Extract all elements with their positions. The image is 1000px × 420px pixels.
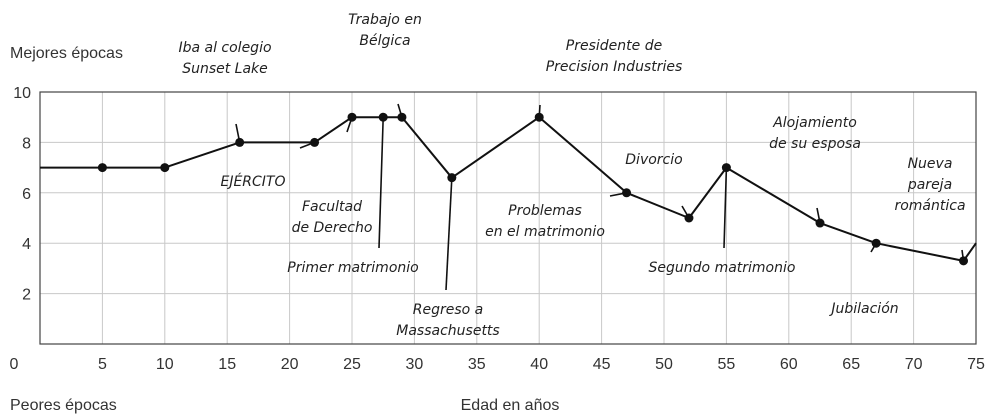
x-tick-label: 60 (780, 356, 798, 373)
annotation-line: EJÉRCITO (220, 173, 285, 190)
annotation-label: Regreso a Massachusetts (396, 302, 499, 339)
x-tick-label: 55 (718, 356, 736, 373)
data-point (97, 163, 107, 173)
plot-frame (39, 91, 977, 345)
annotation-label: Alojamiento de su esposa (769, 115, 861, 152)
annotation-leader (538, 104, 541, 118)
annotation-line: Alojamiento (772, 115, 857, 131)
annotation-leader (445, 177, 453, 291)
x-tick-label: 10 (156, 356, 174, 373)
top-label: Mejores épocas (10, 45, 123, 62)
x-axis-label: Edad en años (461, 397, 560, 414)
bottom-label: Peores épocas (10, 397, 117, 414)
annotation-leader (397, 103, 403, 118)
x-tick-label: 0 (10, 356, 19, 373)
annotation-leader (299, 141, 315, 149)
annotation-line: Primer matrimonio (287, 260, 418, 276)
x-tick-label: 25 (343, 356, 361, 373)
annotation-line: de Derecho (292, 220, 373, 236)
x-tick-label: 20 (281, 356, 299, 373)
grid (39, 91, 977, 345)
y-tick-label: 10 (13, 85, 31, 102)
annotation-line: Massachusetts (396, 323, 499, 339)
y-tick-label: 6 (22, 186, 31, 203)
annotation-label: Presidente de Precision Industries (546, 38, 683, 75)
annotation-leader (681, 205, 690, 219)
annotation-label: Segundo matrimonio (649, 260, 796, 276)
annotation-line: Divorcio (625, 152, 682, 168)
annotation-line: pareja (907, 177, 952, 193)
annotation-label: Jubilación (828, 301, 898, 317)
data-point (160, 163, 170, 173)
x-tick-label: 30 (406, 356, 424, 373)
y-tick-label: 4 (22, 236, 31, 253)
annotation-label: Divorcio (625, 152, 682, 168)
annotation-leader (609, 192, 627, 197)
annotation-leaders (235, 103, 965, 291)
annotation-line: Sunset Lake (182, 61, 268, 77)
annotation-leader (961, 249, 965, 261)
x-tick-label: 15 (218, 356, 236, 373)
x-tick-label: 45 (593, 356, 611, 373)
annotation-leader (346, 116, 353, 133)
x-tick-label: 35 (468, 356, 486, 373)
annotation-label: Nueva pareja romántica (894, 156, 965, 214)
annotation-leader (723, 167, 728, 249)
x-tick-label: 65 (842, 356, 860, 373)
annotation-line: Problemas (508, 203, 582, 219)
annotation-leader (870, 242, 877, 253)
annotation-label: Primer matrimonio (287, 260, 418, 276)
tick-labels: 0 5 10 15 20 25 30 35 40 45 50 55 60 65 70 75 2 4 6 8 10 (10, 85, 985, 373)
annotation-label: Iba al colegio Sunset Lake (178, 40, 271, 77)
annotation-label: Trabajo en Bélgica (348, 12, 422, 49)
annotation-line: de su esposa (769, 136, 861, 152)
x-tick-label: 40 (530, 356, 548, 373)
y-tick-label: 8 (22, 135, 31, 152)
x-tick-label: 50 (655, 356, 673, 373)
annotation-line: romántica (894, 198, 965, 214)
y-tick-label: 2 (22, 287, 31, 304)
annotation-line: Facultad (302, 199, 362, 215)
annotation-leader (378, 117, 384, 249)
annotation-label: Problemas en el matrimonio (485, 203, 605, 240)
annotation-label: EJÉRCITO (220, 173, 285, 190)
x-tick-label: 75 (967, 356, 985, 373)
annotation-line: Regreso a (413, 302, 484, 318)
annotation-line: Presidente de (566, 38, 662, 54)
annotation-line: Segundo matrimonio (649, 260, 796, 276)
annotation-line: en el matrimonio (485, 224, 605, 240)
annotation-line: Jubilación (828, 301, 898, 317)
annotation-leader (816, 207, 821, 224)
annotation-line: Nueva (908, 156, 953, 172)
annotation-line: Bélgica (359, 33, 410, 49)
annotation-leader (235, 123, 241, 143)
annotation-line: Precision Industries (546, 59, 683, 75)
annotations: Iba al colegio Sunset Lake EJÉRCITO Faculta… (178, 12, 965, 339)
annotation-line: Iba al colegio (178, 40, 271, 56)
annotation-line: Trabajo en (348, 12, 422, 28)
x-tick-label: 70 (905, 356, 923, 373)
x-tick-label: 5 (98, 356, 107, 373)
annotation-label: Facultad de Derecho (292, 199, 373, 236)
